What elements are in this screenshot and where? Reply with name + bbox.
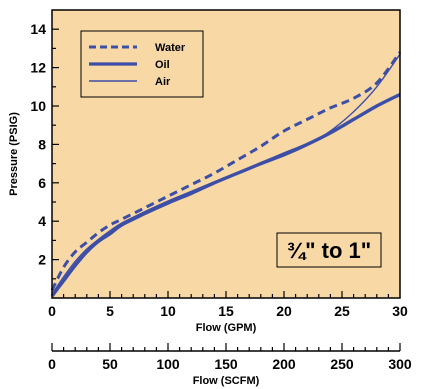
legend-label-oil: Oil xyxy=(155,59,170,71)
y-tick-label: 12 xyxy=(30,60,46,76)
x-axis-title: Flow (GPM) xyxy=(196,322,257,334)
legend-label-water: Water xyxy=(155,42,186,54)
x-axis: 0 5 10 15 20 25 30 xyxy=(48,291,408,319)
size-label-box: ¾" to 1" xyxy=(276,232,382,268)
series-layer xyxy=(50,51,402,298)
secondary-tick-label: 250 xyxy=(330,356,354,372)
secondary-x-axis: 0 50 100 150 200 250 300 xyxy=(48,343,412,372)
size-label: ¾" to 1" xyxy=(287,238,371,263)
secondary-axis-title: Flow (SCFM) xyxy=(193,375,260,387)
x-tick-label: 0 xyxy=(48,303,56,319)
series-line-water xyxy=(50,51,402,291)
size-label-frame xyxy=(276,232,382,268)
secondary-tick-label: 0 xyxy=(48,356,56,372)
secondary-tick-label: 150 xyxy=(214,356,238,372)
y-axis-title: Pressure (PSIG) xyxy=(8,112,20,196)
series-line-oil xyxy=(50,92,401,298)
legend-label-air: Air xyxy=(155,76,171,88)
secondary-tick-label: 300 xyxy=(388,356,412,372)
x-tick-label: 15 xyxy=(218,303,234,319)
y-tick-label: 6 xyxy=(38,175,46,191)
secondary-tick-label: 50 xyxy=(102,356,118,372)
x-tick-label: 30 xyxy=(392,303,408,319)
secondary-tick-label: 200 xyxy=(272,356,296,372)
y-tick-label: 2 xyxy=(38,252,46,268)
x-tick-label: 10 xyxy=(160,303,176,319)
y-tick-label: 4 xyxy=(38,213,46,229)
x-tick-label: 25 xyxy=(334,303,350,319)
secondary-tick-label: 100 xyxy=(156,356,180,372)
x-tick-label: 20 xyxy=(276,303,292,319)
legend: Water Oil Air xyxy=(80,30,204,98)
y-tick-label: 14 xyxy=(30,21,46,37)
y-tick-label: 8 xyxy=(38,136,46,152)
x-tick-label: 5 xyxy=(106,303,114,319)
y-tick-label: 10 xyxy=(30,98,46,114)
y-axis: 2 4 6 8 10 12 14 xyxy=(30,21,59,280)
